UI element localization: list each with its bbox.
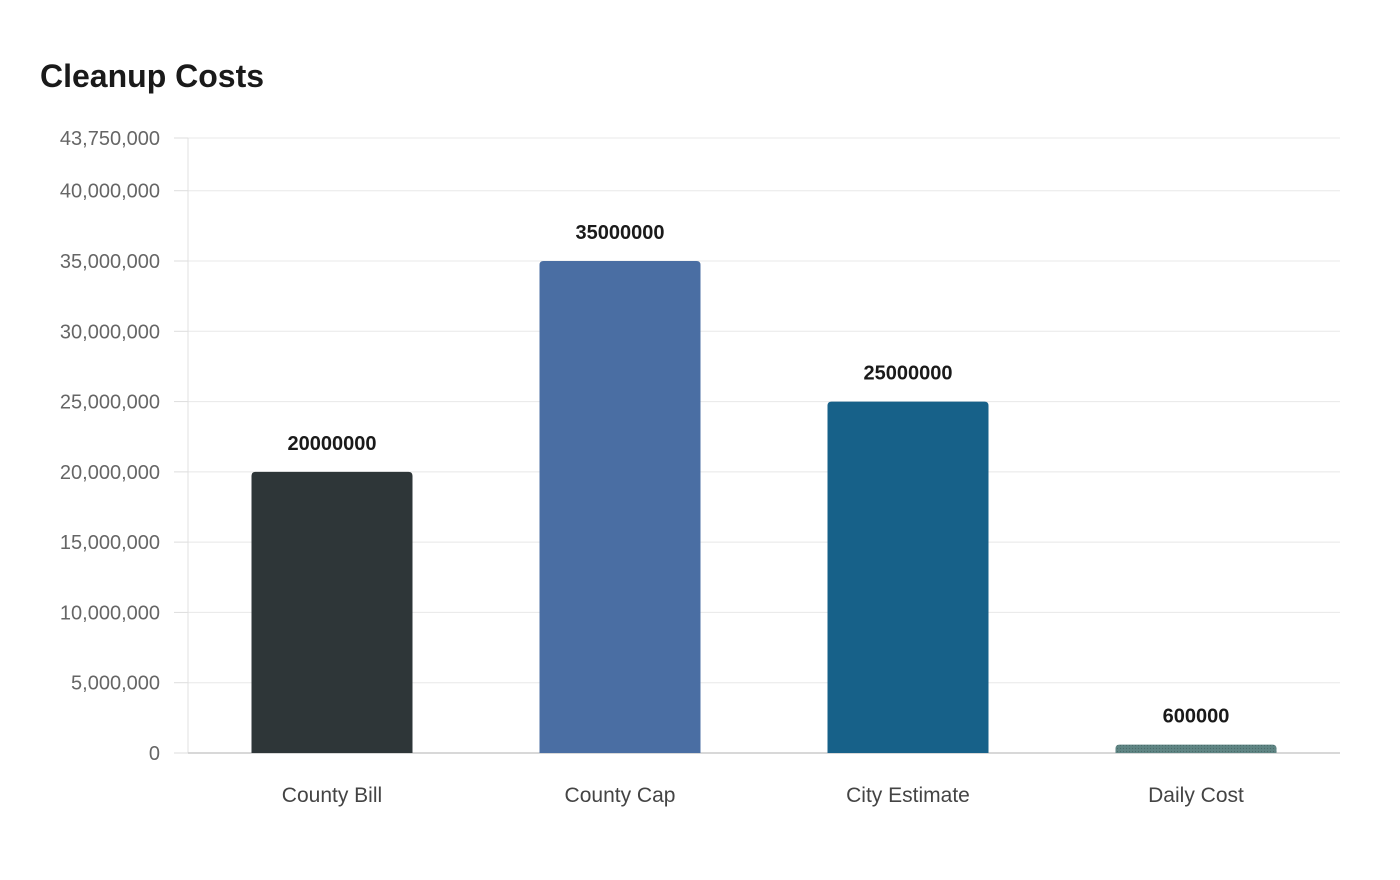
y-tick-label: 25,000,000 xyxy=(60,392,160,414)
y-tick-label: 0 xyxy=(149,743,160,765)
y-tick-label: 35,000,000 xyxy=(60,251,160,273)
bar xyxy=(251,471,413,753)
y-tick-label: 40,000,000 xyxy=(60,181,160,203)
bar xyxy=(827,401,989,753)
bar-value-label: 20000000 xyxy=(288,433,377,455)
x-category-label: City Estimate xyxy=(846,784,970,807)
y-tick-label: 5,000,000 xyxy=(71,673,160,695)
y-tick-label: 30,000,000 xyxy=(60,321,160,343)
x-category-label: County Bill xyxy=(282,784,382,807)
chart-title: Cleanup Costs xyxy=(40,58,265,94)
bar-value-label: 35000000 xyxy=(576,222,665,244)
y-tick-label: 10,000,000 xyxy=(60,602,160,624)
x-category-label: County Cap xyxy=(565,784,676,807)
x-category-label: Daily Cost xyxy=(1148,784,1244,807)
labels: 0 5,000,000 10,000,000 15,000,000 20,000,000… xyxy=(60,128,1244,807)
bar-value-label: 25000000 xyxy=(864,363,953,385)
y-tick-label: 43,750,000 xyxy=(60,128,160,150)
bar-value-label: 600000 xyxy=(1163,706,1230,728)
y-tick-label: 20,000,000 xyxy=(60,462,160,484)
bar xyxy=(539,261,701,753)
bars xyxy=(251,261,1277,753)
bar xyxy=(1115,744,1277,753)
y-tick-label: 15,000,000 xyxy=(60,532,160,554)
